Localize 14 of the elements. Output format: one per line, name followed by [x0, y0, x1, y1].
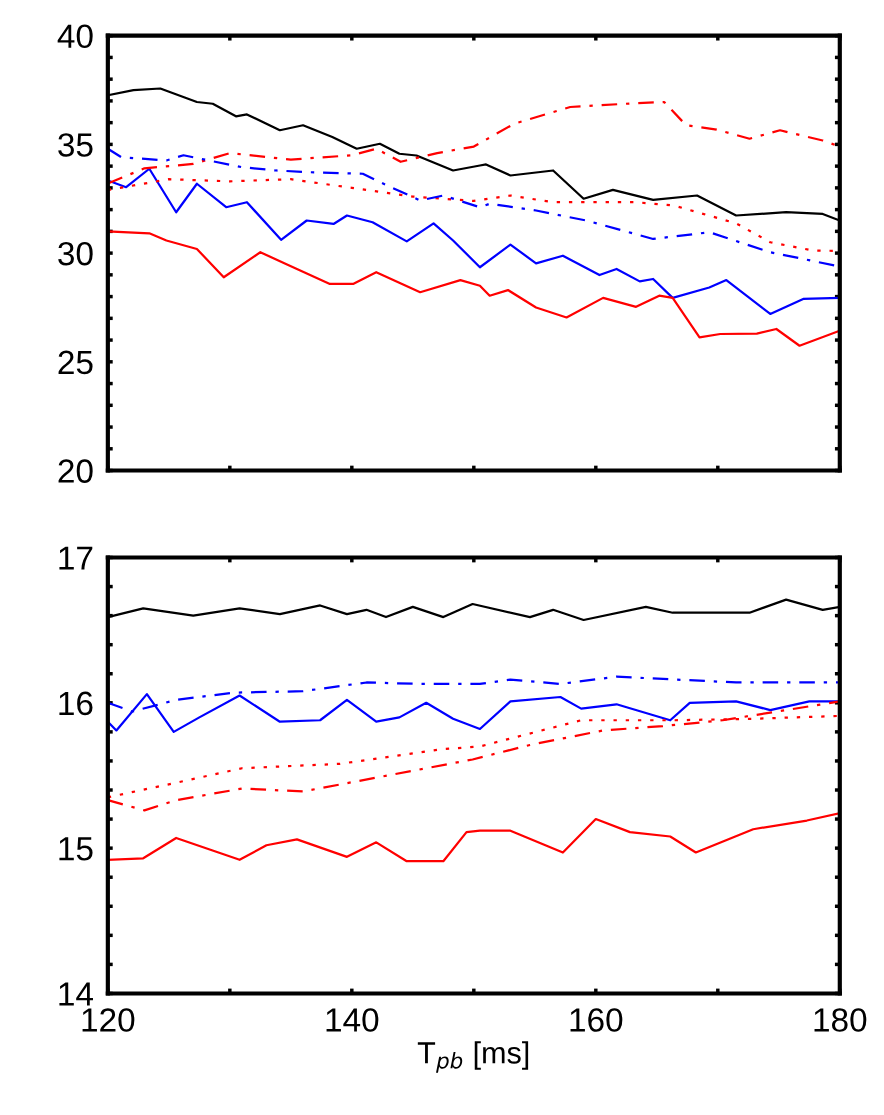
y-tick-label: 40	[57, 24, 93, 49]
y-tick-label: 16	[59, 691, 93, 716]
y-tick-label: 20	[58, 459, 93, 483]
y-tick-label: 17	[59, 546, 93, 570]
y-tick-label: 30	[58, 241, 93, 266]
x-axis-title: T$_{pb}$ [ms]	[417, 1041, 529, 1073]
x-tick-label: 140	[326, 1008, 379, 1032]
y-tick-label: 25	[58, 350, 93, 375]
x-tick-label: 120	[82, 1008, 135, 1032]
y-tick-label: 14	[59, 982, 93, 1006]
x-tick-label: 180	[814, 1008, 867, 1032]
x-tick-label: 160	[570, 1008, 623, 1032]
y-tick-label: 15	[59, 837, 93, 861]
y-tick-label: 35	[58, 133, 93, 157]
